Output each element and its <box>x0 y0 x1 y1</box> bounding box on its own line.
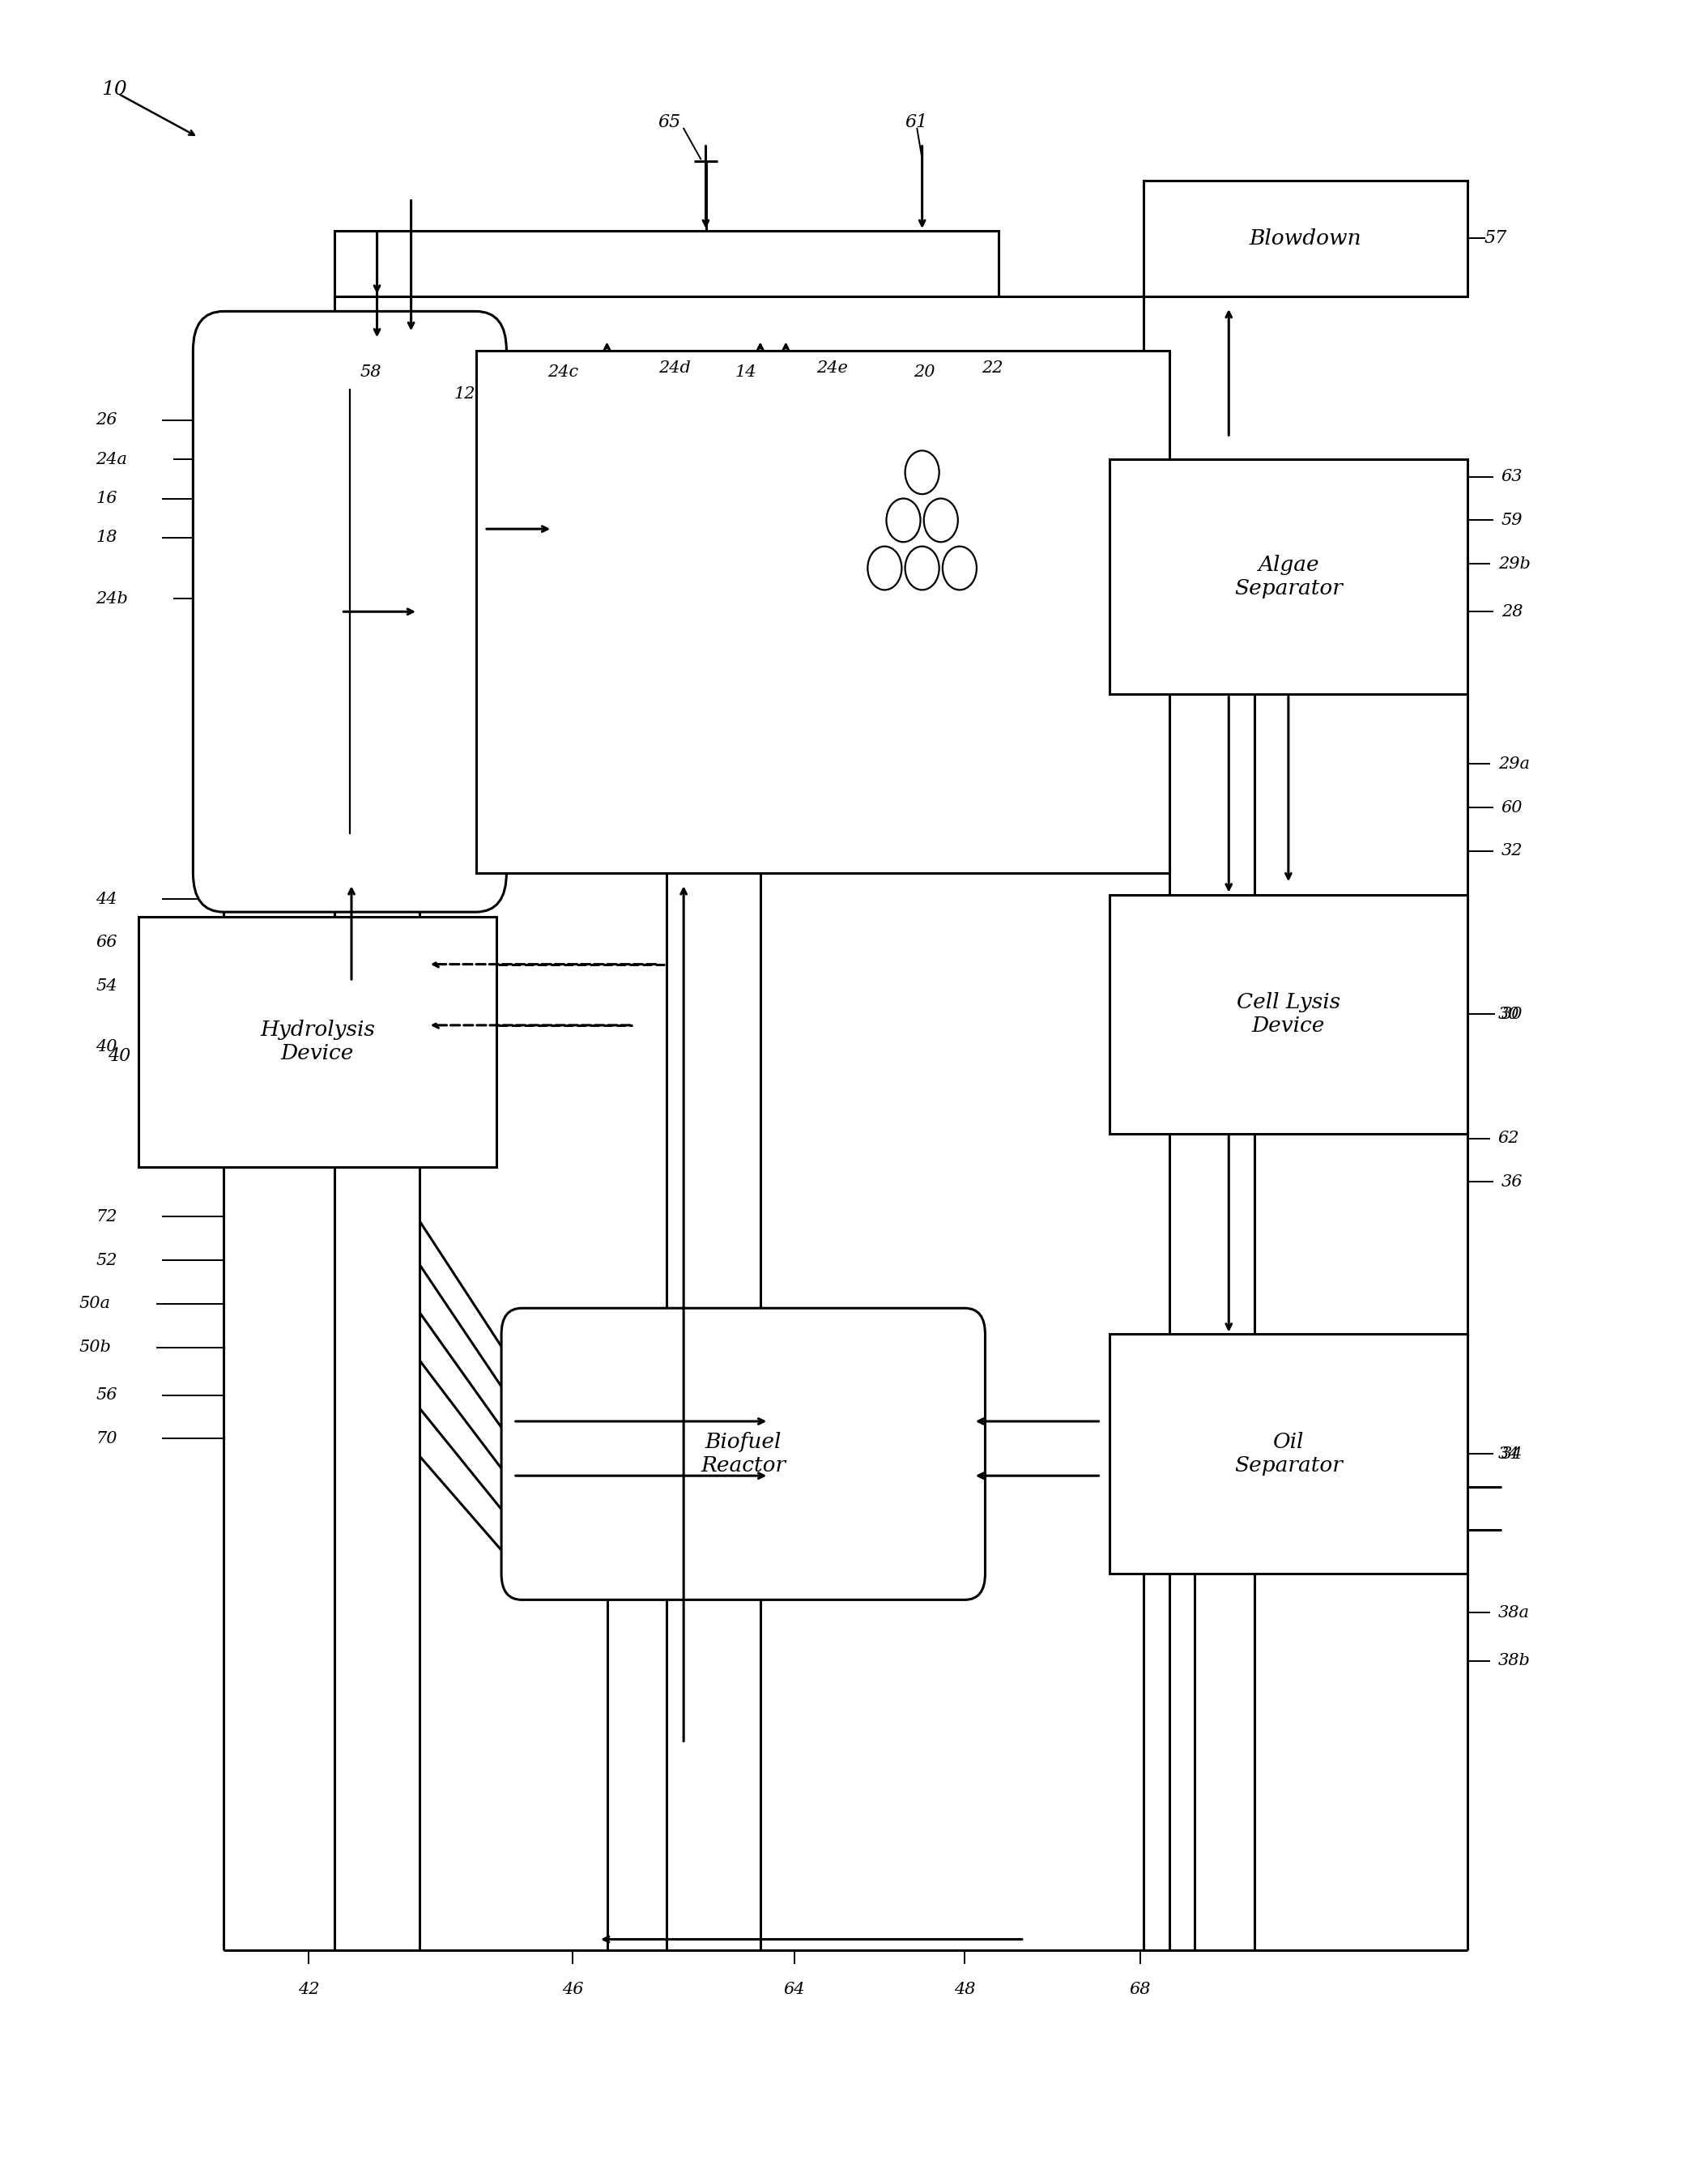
Text: 52: 52 <box>96 1252 118 1267</box>
Text: 59: 59 <box>1501 513 1524 528</box>
Text: 24c: 24c <box>547 364 579 379</box>
Text: Oil
Separator: Oil Separator <box>1235 1433 1342 1477</box>
Text: 57: 57 <box>1484 229 1506 246</box>
Bar <box>477 351 1170 872</box>
Text: 12: 12 <box>454 386 475 401</box>
Text: 22: 22 <box>982 360 1003 375</box>
Text: 66: 66 <box>96 936 118 951</box>
Text: 26: 26 <box>96 412 118 427</box>
Bar <box>1110 460 1467 694</box>
Text: 58: 58 <box>360 364 381 379</box>
Text: 28: 28 <box>1501 604 1524 619</box>
Text: 38b: 38b <box>1498 1653 1530 1668</box>
Bar <box>1110 894 1467 1134</box>
Text: 34: 34 <box>1498 1446 1520 1461</box>
Text: 60: 60 <box>1501 800 1524 816</box>
Text: 24e: 24e <box>816 360 847 375</box>
Text: 50a: 50a <box>79 1296 111 1311</box>
Bar <box>1110 1335 1467 1575</box>
Text: 24d: 24d <box>658 360 690 375</box>
Text: 62: 62 <box>1498 1130 1520 1145</box>
Text: 34: 34 <box>1501 1446 1524 1461</box>
Text: 42: 42 <box>299 1983 319 1998</box>
Bar <box>1144 181 1467 297</box>
Text: 70: 70 <box>96 1431 118 1446</box>
Text: Biofuel
Reactor: Biofuel Reactor <box>700 1433 786 1477</box>
Text: 38a: 38a <box>1498 1605 1529 1620</box>
Text: 54: 54 <box>96 979 118 995</box>
Text: 65: 65 <box>658 113 681 131</box>
Bar <box>335 297 1144 351</box>
Text: 16: 16 <box>96 491 118 506</box>
Text: 30: 30 <box>1498 1008 1520 1023</box>
Text: 24b: 24b <box>96 591 128 606</box>
Text: 50b: 50b <box>79 1339 111 1354</box>
Text: 36: 36 <box>1501 1173 1524 1189</box>
Text: 20: 20 <box>914 364 934 379</box>
Text: 48: 48 <box>955 1983 975 1998</box>
Text: 24a: 24a <box>96 451 128 467</box>
FancyBboxPatch shape <box>502 1309 986 1601</box>
Text: 14: 14 <box>734 364 757 379</box>
Text: 44: 44 <box>96 892 118 907</box>
Text: Cell Lysis
Device: Cell Lysis Device <box>1237 992 1341 1036</box>
Bar <box>335 231 999 297</box>
Text: 68: 68 <box>1129 1983 1151 1998</box>
Bar <box>138 916 497 1167</box>
Text: 10: 10 <box>101 81 126 98</box>
Text: 61: 61 <box>905 113 927 131</box>
Text: Blowdown: Blowdown <box>1249 229 1361 249</box>
Text: 56: 56 <box>96 1387 118 1402</box>
Text: 46: 46 <box>562 1983 584 1998</box>
Text: 63: 63 <box>1501 469 1524 484</box>
Text: 30: 30 <box>1501 1008 1524 1023</box>
Text: 64: 64 <box>784 1983 804 1998</box>
Text: Hydrolysis
Device: Hydrolysis Device <box>260 1021 374 1064</box>
Text: 18: 18 <box>96 530 118 545</box>
Text: 29a: 29a <box>1498 757 1529 772</box>
Text: 72: 72 <box>96 1208 118 1224</box>
Text: Algae
Separator: Algae Separator <box>1235 554 1342 600</box>
Text: 29b: 29b <box>1498 556 1530 571</box>
Text: 32: 32 <box>1501 844 1524 859</box>
Text: 40: 40 <box>108 1047 132 1064</box>
FancyBboxPatch shape <box>193 312 507 912</box>
Text: 40: 40 <box>96 1040 118 1056</box>
